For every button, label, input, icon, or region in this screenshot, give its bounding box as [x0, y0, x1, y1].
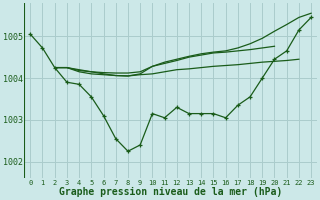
X-axis label: Graphe pression niveau de la mer (hPa): Graphe pression niveau de la mer (hPa)	[59, 187, 282, 197]
